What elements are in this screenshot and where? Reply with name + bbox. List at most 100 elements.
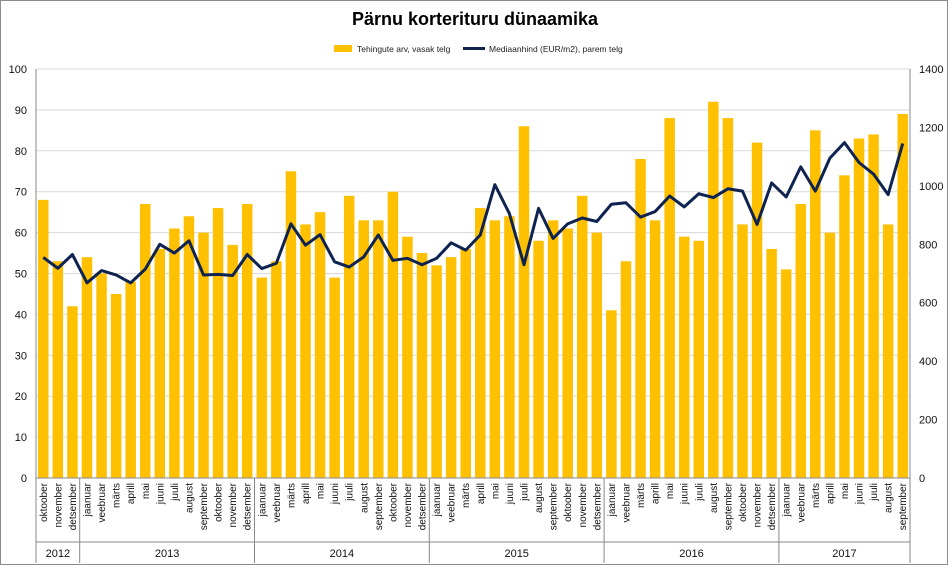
month-label: oktoober — [738, 482, 749, 522]
month-label: juuli — [345, 483, 356, 502]
bar — [81, 257, 93, 478]
bar — [562, 228, 573, 478]
bar — [169, 228, 180, 478]
bar — [343, 195, 355, 479]
bar — [110, 293, 122, 478]
bar — [708, 101, 719, 478]
y-left-tick-label: 10 — [15, 432, 27, 444]
bar — [271, 261, 282, 478]
bar — [416, 253, 428, 478]
month-label: jaanuar — [82, 482, 93, 517]
bar — [183, 216, 195, 479]
bar — [839, 175, 850, 478]
month-label: aprill — [476, 483, 487, 504]
bar — [504, 216, 515, 479]
bar — [285, 171, 297, 478]
bar — [373, 220, 384, 478]
month-label: oktoober — [388, 482, 399, 522]
month-label: august — [184, 483, 195, 513]
bar-series — [38, 101, 908, 479]
year-label: 2012 — [46, 548, 70, 560]
bar — [431, 265, 442, 478]
bar — [154, 248, 166, 478]
bar — [780, 269, 792, 478]
bar — [897, 113, 908, 479]
month-label: oktoober — [39, 482, 50, 522]
month-label: november — [403, 482, 414, 527]
bar — [212, 208, 224, 478]
month-label: aprill — [301, 483, 312, 504]
month-label: detsember — [418, 482, 429, 530]
bar — [693, 240, 705, 478]
line-series — [42, 141, 905, 285]
bar — [489, 220, 501, 478]
month-label: oktoober — [563, 482, 574, 522]
month-label: juuli — [519, 483, 530, 502]
bar — [518, 126, 530, 478]
month-label: detsember — [592, 482, 603, 530]
month-label: veebruar — [447, 482, 458, 522]
bar — [664, 118, 675, 478]
month-label: juuli — [170, 483, 181, 502]
bar — [737, 224, 748, 478]
bar — [300, 224, 311, 478]
month-label: mai — [141, 483, 152, 499]
month-label: veebruar — [97, 482, 108, 522]
bar — [445, 257, 457, 478]
month-label: august — [884, 483, 895, 513]
bar — [824, 232, 836, 478]
month-label: mai — [840, 483, 851, 499]
month-label: november — [228, 482, 239, 527]
y-left-tick-label: 50 — [15, 269, 27, 281]
year-label: 2017 — [832, 548, 856, 560]
bar — [577, 195, 588, 479]
month-label: detsember — [68, 482, 79, 530]
bar — [620, 261, 632, 478]
month-label: aprill — [825, 483, 836, 504]
y-axis-left: 0 10 20 30 40 50 60 70 80 90 100 — [9, 64, 27, 485]
bar — [38, 199, 49, 478]
legend-bars-label: Tehingute arv, vasak telg — [357, 44, 451, 54]
month-label: jaanuar — [257, 482, 268, 517]
bar — [649, 220, 661, 478]
month-label: oktoober — [214, 482, 225, 522]
bar — [402, 236, 413, 478]
month-label: juuni — [330, 483, 341, 505]
month-label: september — [723, 482, 734, 530]
y-right-tick-label: 0 — [919, 473, 925, 485]
month-label: detsember — [243, 482, 254, 530]
y-left-tick-label: 100 — [9, 64, 27, 76]
y-right-tick-label: 1400 — [919, 64, 943, 76]
month-label: mai — [665, 483, 676, 499]
x-axis: oktoober november detsember jaanuar veebruar… — [35, 478, 911, 563]
gridlines — [36, 68, 910, 479]
month-label: detsember — [767, 482, 778, 530]
bar — [140, 203, 151, 478]
y-left-tick-label: 40 — [15, 309, 27, 321]
month-label: juuni — [680, 483, 691, 505]
month-label: november — [53, 482, 64, 527]
y-left-tick-label: 30 — [15, 350, 27, 362]
month-label: september — [374, 482, 385, 530]
y-right-tick-label: 1200 — [919, 122, 943, 134]
month-label: mai — [316, 483, 327, 499]
month-label: aprill — [651, 483, 662, 504]
month-label: veebruar — [621, 482, 632, 522]
price-line — [42, 141, 905, 285]
bar — [96, 273, 107, 478]
legend-line-label: Mediaanhind (EUR/m2), parem telg — [489, 44, 623, 54]
month-label: juuni — [855, 483, 866, 505]
year-label: 2015 — [504, 548, 528, 560]
year-label: 2016 — [679, 548, 703, 560]
month-label: jaanuar — [432, 482, 443, 517]
bar — [678, 236, 690, 478]
month-label: mai — [490, 483, 501, 499]
y-left-tick-label: 80 — [15, 146, 27, 158]
month-label: august — [534, 483, 545, 513]
year-label: 2013 — [155, 548, 179, 560]
month-label: veebruar — [272, 482, 283, 522]
bar — [853, 138, 865, 478]
month-label: jaanuar — [607, 482, 618, 517]
